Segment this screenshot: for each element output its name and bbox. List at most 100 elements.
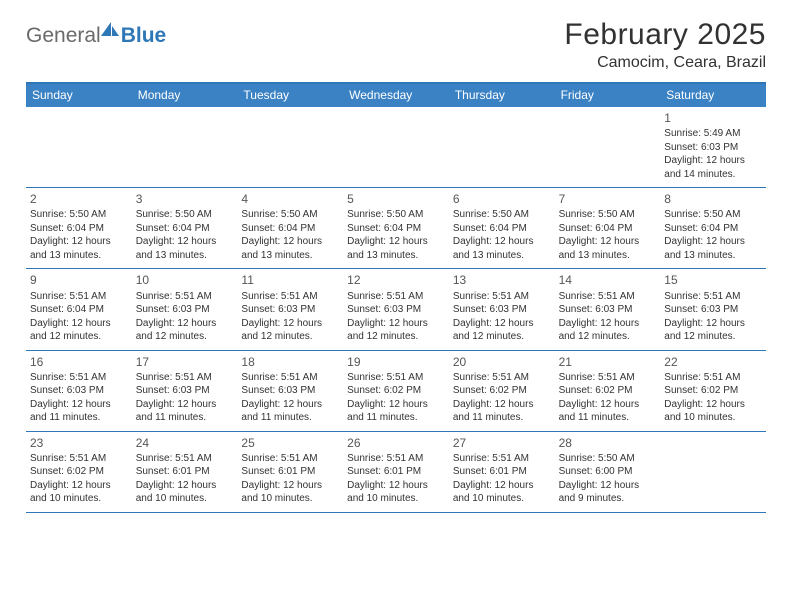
- day-cell: 19Sunrise: 5:51 AMSunset: 6:02 PMDayligh…: [343, 351, 449, 431]
- weekday-header: Wednesday: [343, 84, 449, 107]
- weekday-header-row: Sunday Monday Tuesday Wednesday Thursday…: [26, 84, 766, 107]
- sunset-text: Sunset: 6:03 PM: [664, 141, 762, 155]
- daylight2-text: and 10 minutes.: [664, 411, 762, 425]
- day-cell-empty: [132, 107, 238, 187]
- sunrise-text: Sunrise: 5:49 AM: [664, 127, 762, 141]
- sunset-text: Sunset: 6:04 PM: [30, 303, 128, 317]
- daylight1-text: Daylight: 12 hours: [347, 479, 445, 493]
- sunset-text: Sunset: 6:04 PM: [30, 222, 128, 236]
- weekday-header: Monday: [132, 84, 238, 107]
- day-cell: 24Sunrise: 5:51 AMSunset: 6:01 PMDayligh…: [132, 432, 238, 512]
- day-number: 14: [559, 272, 657, 288]
- day-number: 22: [664, 354, 762, 370]
- calendar-page: General Blue February 2025 Camocim, Cear…: [0, 0, 792, 513]
- day-cell-empty: [555, 107, 661, 187]
- daylight2-text: and 11 minutes.: [30, 411, 128, 425]
- day-cell: 18Sunrise: 5:51 AMSunset: 6:03 PMDayligh…: [237, 351, 343, 431]
- daylight2-text: and 10 minutes.: [453, 492, 551, 506]
- sunrise-text: Sunrise: 5:51 AM: [241, 290, 339, 304]
- sunrise-text: Sunrise: 5:51 AM: [30, 371, 128, 385]
- day-cell: 6Sunrise: 5:50 AMSunset: 6:04 PMDaylight…: [449, 188, 555, 268]
- sunset-text: Sunset: 6:04 PM: [136, 222, 234, 236]
- daylight2-text: and 13 minutes.: [453, 249, 551, 263]
- day-cell: 1Sunrise: 5:49 AMSunset: 6:03 PMDaylight…: [660, 107, 766, 187]
- week-row: 2Sunrise: 5:50 AMSunset: 6:04 PMDaylight…: [26, 188, 766, 269]
- daylight1-text: Daylight: 12 hours: [664, 154, 762, 168]
- daylight2-text: and 11 minutes.: [559, 411, 657, 425]
- sunset-text: Sunset: 6:01 PM: [453, 465, 551, 479]
- daylight1-text: Daylight: 12 hours: [453, 235, 551, 249]
- month-title: February 2025: [564, 18, 766, 52]
- day-cell: 23Sunrise: 5:51 AMSunset: 6:02 PMDayligh…: [26, 432, 132, 512]
- daylight2-text: and 13 minutes.: [559, 249, 657, 263]
- daylight2-text: and 13 minutes.: [664, 249, 762, 263]
- daylight2-text: and 10 minutes.: [347, 492, 445, 506]
- sunset-text: Sunset: 6:01 PM: [241, 465, 339, 479]
- day-cell: 28Sunrise: 5:50 AMSunset: 6:00 PMDayligh…: [555, 432, 661, 512]
- sunrise-text: Sunrise: 5:50 AM: [453, 208, 551, 222]
- day-number: 17: [136, 354, 234, 370]
- day-number: 18: [241, 354, 339, 370]
- day-number: 26: [347, 435, 445, 451]
- daylight1-text: Daylight: 12 hours: [136, 235, 234, 249]
- sunset-text: Sunset: 6:01 PM: [136, 465, 234, 479]
- daylight2-text: and 10 minutes.: [30, 492, 128, 506]
- day-number: 11: [241, 272, 339, 288]
- week-row: 1Sunrise: 5:49 AMSunset: 6:03 PMDaylight…: [26, 107, 766, 188]
- sunset-text: Sunset: 6:03 PM: [30, 384, 128, 398]
- day-cell: 25Sunrise: 5:51 AMSunset: 6:01 PMDayligh…: [237, 432, 343, 512]
- sunrise-text: Sunrise: 5:51 AM: [241, 452, 339, 466]
- sunrise-text: Sunrise: 5:51 AM: [453, 371, 551, 385]
- day-number: 7: [559, 191, 657, 207]
- daylight1-text: Daylight: 12 hours: [30, 235, 128, 249]
- daylight1-text: Daylight: 12 hours: [347, 235, 445, 249]
- day-cell: 9Sunrise: 5:51 AMSunset: 6:04 PMDaylight…: [26, 269, 132, 349]
- sunset-text: Sunset: 6:03 PM: [664, 303, 762, 317]
- day-number: 20: [453, 354, 551, 370]
- sunset-text: Sunset: 6:03 PM: [347, 303, 445, 317]
- sunset-text: Sunset: 6:02 PM: [559, 384, 657, 398]
- day-cell: 26Sunrise: 5:51 AMSunset: 6:01 PMDayligh…: [343, 432, 449, 512]
- day-number: 28: [559, 435, 657, 451]
- day-cell-empty: [449, 107, 555, 187]
- sunrise-text: Sunrise: 5:50 AM: [664, 208, 762, 222]
- day-cell: 14Sunrise: 5:51 AMSunset: 6:03 PMDayligh…: [555, 269, 661, 349]
- sunrise-text: Sunrise: 5:51 AM: [136, 371, 234, 385]
- day-number: 8: [664, 191, 762, 207]
- sunrise-text: Sunrise: 5:50 AM: [559, 452, 657, 466]
- weekday-header: Saturday: [660, 84, 766, 107]
- day-cell: 21Sunrise: 5:51 AMSunset: 6:02 PMDayligh…: [555, 351, 661, 431]
- daylight2-text: and 12 minutes.: [347, 330, 445, 344]
- day-cell: 22Sunrise: 5:51 AMSunset: 6:02 PMDayligh…: [660, 351, 766, 431]
- day-cell-empty: [660, 432, 766, 512]
- sunset-text: Sunset: 6:02 PM: [453, 384, 551, 398]
- day-number: 12: [347, 272, 445, 288]
- daylight1-text: Daylight: 12 hours: [136, 317, 234, 331]
- week-row: 23Sunrise: 5:51 AMSunset: 6:02 PMDayligh…: [26, 432, 766, 513]
- sunrise-text: Sunrise: 5:50 AM: [347, 208, 445, 222]
- daylight1-text: Daylight: 12 hours: [664, 235, 762, 249]
- day-number: 21: [559, 354, 657, 370]
- daylight2-text: and 12 minutes.: [453, 330, 551, 344]
- week-row: 16Sunrise: 5:51 AMSunset: 6:03 PMDayligh…: [26, 351, 766, 432]
- sunset-text: Sunset: 6:03 PM: [241, 303, 339, 317]
- day-number: 27: [453, 435, 551, 451]
- daylight2-text: and 11 minutes.: [241, 411, 339, 425]
- sunrise-text: Sunrise: 5:51 AM: [559, 371, 657, 385]
- daylight2-text: and 13 minutes.: [347, 249, 445, 263]
- sunset-text: Sunset: 6:03 PM: [136, 303, 234, 317]
- location-text: Camocim, Ceara, Brazil: [564, 54, 766, 72]
- daylight1-text: Daylight: 12 hours: [559, 479, 657, 493]
- daylight1-text: Daylight: 12 hours: [136, 479, 234, 493]
- day-number: 6: [453, 191, 551, 207]
- daylight1-text: Daylight: 12 hours: [241, 317, 339, 331]
- daylight1-text: Daylight: 12 hours: [241, 479, 339, 493]
- day-cell: 11 Sunrise: 5:51 AMSunset: 6:03 PMDayligh…: [237, 269, 343, 349]
- sunrise-text: Sunrise: 5:51 AM: [347, 452, 445, 466]
- sunset-text: Sunset: 6:02 PM: [347, 384, 445, 398]
- sunset-text: Sunset: 6:04 PM: [241, 222, 339, 236]
- sunrise-text: Sunrise: 5:51 AM: [136, 290, 234, 304]
- daylight2-text: and 10 minutes.: [241, 492, 339, 506]
- sunrise-text: Sunrise: 5:50 AM: [559, 208, 657, 222]
- day-cell: 13Sunrise: 5:51 AMSunset: 6:03 PMDayligh…: [449, 269, 555, 349]
